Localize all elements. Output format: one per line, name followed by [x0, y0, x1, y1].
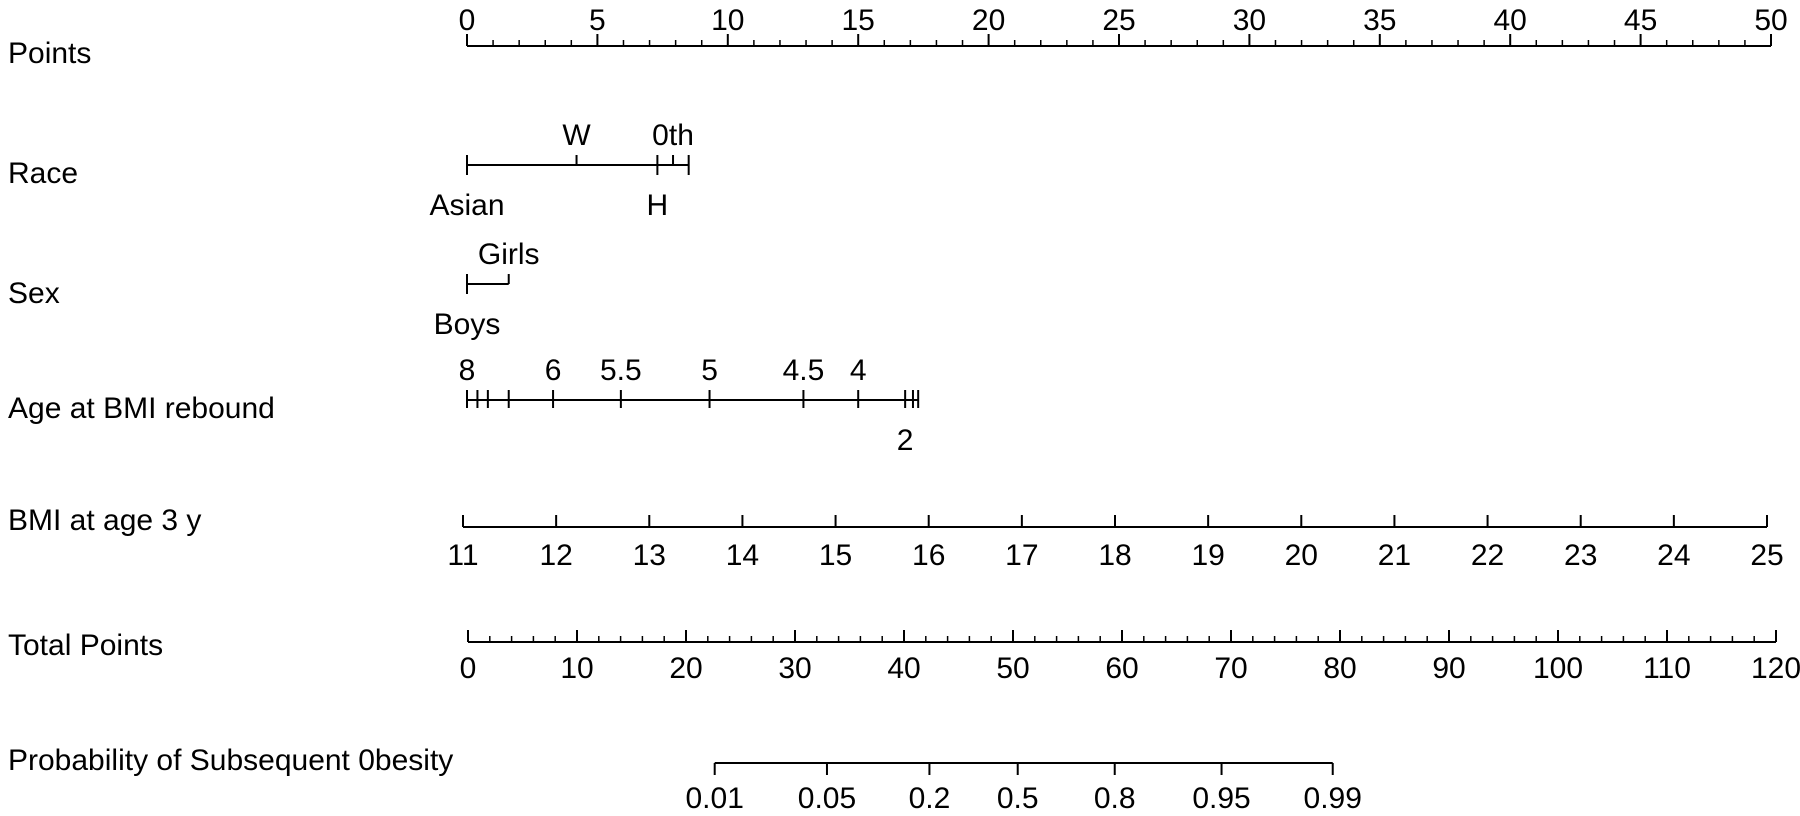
age_rebound-tick-label: 4 [850, 354, 867, 387]
probability-tick-label: 0.5 [997, 782, 1039, 815]
total_points-tick-label: 110 [1643, 652, 1691, 685]
points-tick-label: 15 [842, 4, 875, 37]
age_rebound-tick-label: 4.5 [783, 354, 825, 387]
points-tick-label: 40 [1494, 4, 1527, 37]
total_points-tick-label: 70 [1214, 652, 1247, 685]
probability-tick-label: 0.05 [798, 782, 856, 815]
probability-tick-label: 0.99 [1304, 782, 1362, 815]
age_rebound-tick-label: 5 [701, 354, 718, 387]
race-tick-label: W [562, 119, 591, 152]
age_rebound-row-label: Age at BMI rebound [8, 392, 275, 425]
sex-row-label: Sex [8, 277, 60, 310]
age_rebound-tick-label: 8 [459, 354, 476, 387]
total_points-tick-label: 40 [887, 652, 920, 685]
bmi3-tick-label: 14 [726, 539, 759, 572]
total_points-tick-label: 100 [1533, 652, 1583, 685]
points-tick-label: 25 [1102, 4, 1135, 37]
points-tick-label: 30 [1233, 4, 1266, 37]
probability-tick-label: 0.01 [686, 782, 744, 815]
bmi3-tick-label: 24 [1657, 539, 1690, 572]
bmi3-tick-label: 22 [1471, 539, 1504, 572]
bmi3-tick-label: 19 [1191, 539, 1224, 572]
sex-tick-label: Girls [478, 238, 540, 271]
total_points-tick-label: 120 [1751, 652, 1800, 685]
race-tick-label: 0th [652, 119, 694, 152]
total_points-tick-label: 80 [1323, 652, 1356, 685]
age_rebound-tick-label: 2 [897, 424, 914, 457]
race-tick-label: Asian [429, 189, 504, 222]
total_points-tick-label: 0 [460, 652, 477, 685]
total_points-tick-label: 60 [1105, 652, 1138, 685]
bmi3-tick-label: 11 [447, 539, 478, 572]
bmi3-tick-label: 23 [1564, 539, 1597, 572]
total_points-tick-label: 20 [669, 652, 702, 685]
sex-tick-label: Boys [434, 308, 501, 341]
total_points-tick-label: 90 [1432, 652, 1465, 685]
points-tick-label: 45 [1624, 4, 1657, 37]
points-row-label: Points [8, 37, 91, 70]
bmi3-tick-label: 12 [539, 539, 572, 572]
bmi3-tick-label: 16 [912, 539, 945, 572]
bmi3-row-label: BMI at age 3 y [8, 504, 201, 537]
bmi3-tick-label: 13 [633, 539, 666, 572]
bmi3-tick-label: 15 [819, 539, 852, 572]
total_points-tick-label: 50 [996, 652, 1029, 685]
bmi3-tick-label: 25 [1750, 539, 1783, 572]
points-tick-label: 0 [459, 4, 476, 37]
points-tick-label: 5 [589, 4, 606, 37]
total_points-tick-label: 30 [778, 652, 811, 685]
bmi3-tick-label: 20 [1285, 539, 1318, 572]
probability-tick-label: 0.8 [1094, 782, 1136, 815]
bmi3-tick-label: 17 [1005, 539, 1038, 572]
race-tick-label: H [647, 189, 669, 222]
total_points-tick-label: 10 [560, 652, 593, 685]
bmi3-tick-label: 21 [1378, 539, 1411, 572]
probability-row-label: Probability of Subsequent 0besity [8, 744, 453, 777]
points-tick-label: 10 [711, 4, 744, 37]
points-tick-label: 50 [1754, 4, 1787, 37]
points-tick-label: 35 [1363, 4, 1396, 37]
total_points-row-label: Total Points [8, 629, 163, 662]
bmi3-tick-label: 18 [1098, 539, 1131, 572]
race-row-label: Race [8, 157, 78, 190]
probability-tick-label: 0.2 [909, 782, 951, 815]
age_rebound-tick-label: 6 [545, 354, 562, 387]
probability-tick-label: 0.95 [1192, 782, 1250, 815]
points-tick-label: 20 [972, 4, 1005, 37]
age_rebound-tick-label: 5.5 [600, 354, 642, 387]
